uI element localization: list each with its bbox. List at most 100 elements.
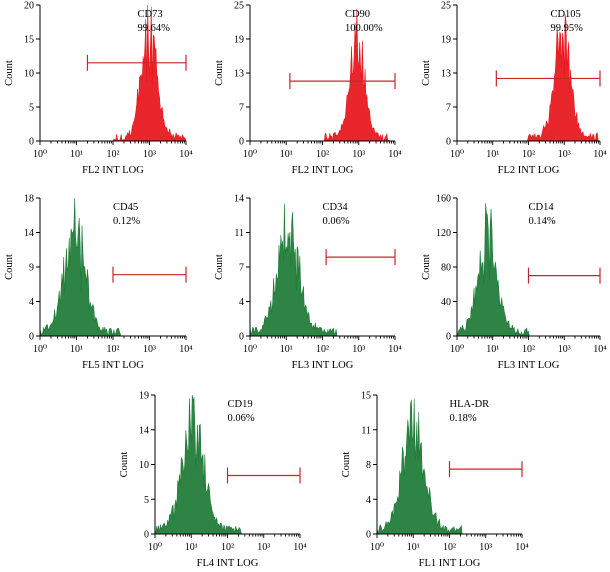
- x-axis-label: FL3 INT LOG: [292, 360, 354, 371]
- x-tick-label: 10⁴: [593, 344, 607, 355]
- y-tick-label: 13: [441, 69, 451, 80]
- axes: [36, 197, 187, 340]
- panel-cd105: 0 7 13 19 25 10⁰ 10¹ 10² 10³ 10⁴ FL2 INT…: [421, 1, 607, 177]
- marker-percent: 0.14%: [529, 216, 556, 227]
- x-tick-label: 10⁰: [243, 344, 257, 355]
- y-tick-label: 160: [436, 194, 451, 205]
- panel-cd73: 0 5 10 15 20 10⁰ 10¹ 10² 10³ 10⁴ FL2 INT…: [4, 1, 193, 177]
- x-tick-label: 10⁴: [293, 542, 307, 553]
- x-tick-label: 10⁴: [179, 344, 193, 355]
- y-axis-label: Count: [421, 60, 432, 86]
- y-axis-label: Count: [4, 60, 15, 86]
- y-tick-label: 8: [366, 460, 371, 471]
- marker-percent: 99.64%: [138, 23, 171, 34]
- y-axis-label: Count: [4, 254, 15, 280]
- panel-cd90: 0 7 13 19 25 10⁰ 10¹ 10² 10³ 10⁴ FL2 INT…: [214, 1, 402, 177]
- y-tick-label: 0: [239, 137, 244, 148]
- x-axis-label: FL3 INT LOG: [498, 360, 560, 371]
- x-tick-label: 10²: [316, 149, 329, 160]
- y-tick-label: 0: [29, 137, 34, 148]
- y-tick-label: 13: [234, 69, 244, 80]
- x-tick-label: 10⁴: [515, 542, 529, 553]
- marker-name: CD34: [323, 202, 349, 213]
- x-tick-label: 10¹: [280, 344, 293, 355]
- x-tick-label: 10⁰: [148, 542, 162, 553]
- x-tick-label: 10⁰: [450, 344, 464, 355]
- x-tick-label: 10⁰: [450, 149, 464, 160]
- y-axis-label: Count: [341, 452, 352, 478]
- x-tick-label: 10⁰: [370, 542, 384, 553]
- marker-percent: 0.06%: [228, 413, 255, 424]
- marker-name: CD90: [345, 9, 370, 20]
- x-axis-label: FL4 INT LOG: [197, 558, 259, 569]
- marker-name: CD14: [529, 202, 555, 213]
- x-tick-label: 10²: [221, 542, 234, 553]
- x-tick-label: 10¹: [407, 542, 420, 553]
- axes: [151, 394, 301, 538]
- panel-cd45: 0 4 9 14 18 10⁰ 10¹ 10² 10³ 10⁴ FL5 INT …: [4, 194, 193, 372]
- marker-percent: 99.95%: [550, 23, 583, 34]
- x-tick-label: 10¹: [185, 542, 198, 553]
- y-tick-label: 11: [234, 228, 244, 239]
- x-axis-label: FL2 INT LOG: [292, 165, 354, 176]
- x-tick-label: 10³: [257, 542, 270, 553]
- x-tick-label: 10¹: [70, 149, 83, 160]
- y-axis-label: Count: [214, 60, 225, 86]
- y-tick-label: 10: [24, 69, 34, 80]
- marker-name: CD19: [228, 399, 253, 410]
- x-tick-label: 10²: [107, 344, 120, 355]
- y-tick-label: 5: [144, 495, 149, 506]
- axes: [453, 197, 601, 340]
- axes: [36, 4, 187, 145]
- y-tick-label: 18: [24, 194, 34, 205]
- y-tick-label: 0: [29, 332, 34, 343]
- panel-cd14: 0 40 80 120 160 10⁰ 10¹ 10² 10³ 10⁴ FL3 …: [421, 194, 607, 372]
- x-axis-label: FL2 INT LOG: [498, 165, 560, 176]
- y-tick-label: 9: [29, 263, 34, 274]
- marker-name: CD105: [550, 9, 580, 20]
- y-tick-label: 0: [446, 332, 451, 343]
- y-tick-label: 0: [366, 530, 371, 541]
- y-tick-label: 20: [24, 1, 34, 12]
- y-tick-label: 0: [239, 332, 244, 343]
- x-tick-label: 10²: [316, 344, 329, 355]
- x-axis-label: FL5 INT LOG: [82, 360, 144, 371]
- y-tick-label: 10: [139, 460, 149, 471]
- x-axis-label: FL1 INT LOG: [419, 558, 481, 569]
- y-tick-label: 19: [441, 35, 451, 46]
- y-tick-label: 4: [29, 297, 34, 308]
- y-tick-label: 4: [239, 297, 244, 308]
- y-tick-label: 19: [139, 391, 149, 402]
- x-tick-label: 10³: [558, 149, 571, 160]
- x-tick-label: 10¹: [70, 344, 83, 355]
- y-tick-label: 19: [234, 35, 244, 46]
- x-tick-label: 10¹: [486, 344, 499, 355]
- y-tick-label: 15: [361, 391, 371, 402]
- y-axis-label: Count: [214, 254, 225, 280]
- marker-percent: 0.12%: [113, 216, 140, 227]
- x-tick-label: 10³: [352, 344, 365, 355]
- y-tick-label: 11: [361, 425, 371, 436]
- panel-cd34: 0 4 7 11 14 10⁰ 10¹ 10² 10³ 10⁴ FL3 INT …: [214, 194, 402, 372]
- marker-percent: 0.06%: [323, 216, 350, 227]
- y-tick-label: 25: [234, 1, 244, 12]
- x-tick-label: 10¹: [486, 149, 499, 160]
- marker-name: CD45: [113, 202, 138, 213]
- axes: [246, 197, 396, 340]
- x-tick-label: 10⁴: [593, 149, 607, 160]
- x-tick-label: 10³: [352, 149, 365, 160]
- marker-percent: 0.18%: [450, 413, 477, 424]
- axes: [373, 394, 523, 538]
- y-tick-label: 25: [441, 1, 451, 12]
- y-tick-label: 80: [441, 263, 451, 274]
- x-tick-label: 10²: [107, 149, 120, 160]
- x-tick-label: 10⁴: [179, 149, 193, 160]
- x-tick-label: 10³: [143, 344, 156, 355]
- x-tick-label: 10³: [479, 542, 492, 553]
- y-tick-label: 4: [366, 495, 371, 506]
- x-axis-label: FL2 INT LOG: [82, 165, 144, 176]
- panel-cd19: 0 5 10 14 19 10⁰ 10¹ 10² 10³ 10⁴ FL4 INT…: [119, 391, 307, 570]
- y-axis-label: Count: [421, 254, 432, 280]
- y-tick-label: 40: [441, 297, 451, 308]
